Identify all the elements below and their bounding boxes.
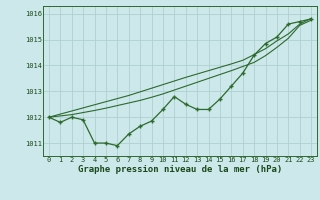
X-axis label: Graphe pression niveau de la mer (hPa): Graphe pression niveau de la mer (hPa) xyxy=(78,165,282,174)
